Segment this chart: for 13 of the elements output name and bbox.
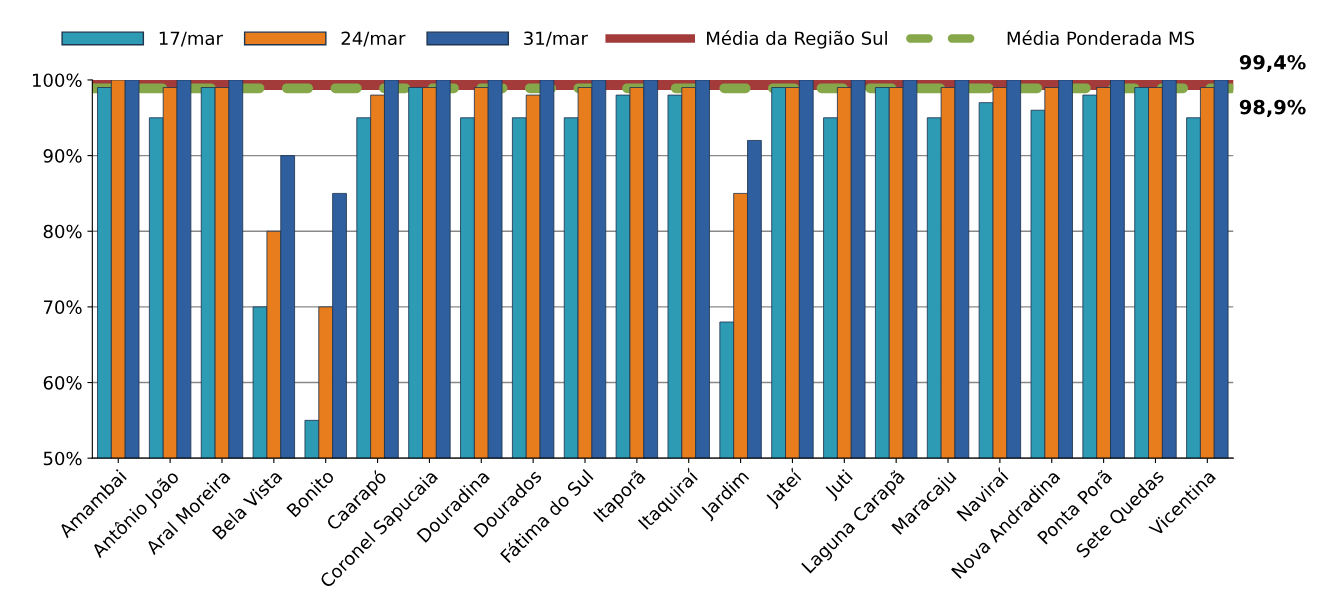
legend-label: Média Ponderada MS (1007, 30, 1195, 46)
legend-label: 31/mar (524, 31, 588, 47)
y-tick-label: 50% (43, 451, 82, 466)
legend-label: Média da Região Sul (707, 30, 887, 49)
y-tick-label: 90% (43, 149, 82, 163)
annotation: 98,9% (1239, 99, 1306, 117)
annotation: 99,4% (1239, 54, 1306, 73)
y-tick-label: 80% (43, 224, 82, 239)
y-tick-label: 60% (43, 375, 82, 390)
legend-label: 24/mar (341, 31, 406, 47)
legend-label: 17/mar (159, 31, 223, 47)
y-tick-label: 100% (32, 73, 82, 88)
y-tick-label: 70% (43, 300, 82, 314)
